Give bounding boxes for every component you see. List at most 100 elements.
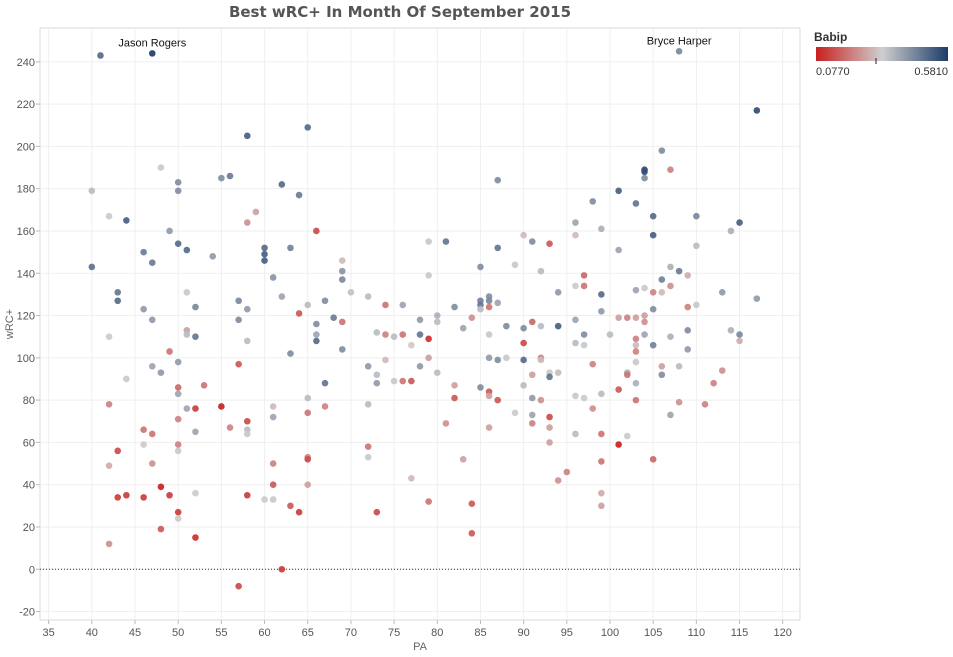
data-point [649, 212, 657, 220]
data-point [641, 174, 648, 182]
data-point [580, 331, 588, 338]
data-point [615, 246, 622, 254]
data-point [243, 132, 251, 140]
data-point [615, 187, 622, 195]
data-point [330, 314, 337, 321]
data-point [140, 441, 147, 448]
data-point [183, 288, 191, 296]
data-point [563, 468, 571, 476]
data-point [364, 401, 372, 408]
data-point [718, 367, 726, 374]
legend-title: Babip [814, 30, 847, 44]
data-point [304, 481, 312, 488]
data-point [88, 263, 96, 271]
data-point [520, 382, 527, 389]
y-tick-label: 180 [17, 184, 35, 196]
data-point [123, 217, 130, 224]
data-point [373, 329, 381, 336]
data-point [598, 458, 605, 465]
data-point [494, 356, 502, 364]
data-point [88, 187, 96, 195]
data-point [416, 316, 424, 324]
data-point [338, 257, 346, 264]
data-point [693, 212, 700, 220]
data-point [442, 238, 450, 245]
data-point [632, 396, 640, 404]
data-point [105, 401, 113, 408]
color-legend: Babip 0.0770 0.5810 [814, 30, 948, 78]
data-point [269, 413, 277, 421]
data-point [649, 231, 657, 239]
y-tick-label: 140 [17, 268, 35, 280]
data-point [632, 314, 640, 321]
data-point [174, 441, 182, 448]
data-point [693, 301, 700, 309]
data-point [105, 540, 113, 548]
data-point [641, 331, 648, 338]
data-point [114, 447, 122, 455]
x-tick-label: 105 [644, 627, 662, 639]
x-tick-label: 90 [518, 627, 530, 639]
data-point [554, 477, 562, 484]
data-point [684, 346, 692, 353]
y-tick-label: 200 [17, 141, 35, 153]
x-tick-label: 45 [129, 627, 141, 639]
data-point [235, 316, 242, 324]
data-point [140, 248, 147, 256]
data-point [174, 508, 182, 516]
gridlines [40, 28, 800, 620]
legend-min-label: 0.0770 [816, 66, 850, 78]
x-tick-label: 115 [731, 627, 749, 639]
data-point [485, 392, 493, 400]
data-point [727, 327, 735, 334]
data-point [123, 491, 130, 499]
plot-area: Jason Rogers Bryce Harper [39, 27, 801, 621]
data-point [667, 263, 674, 271]
y-tick-label: 60 [23, 437, 35, 449]
data-point [468, 500, 476, 508]
point-annotation: Bryce Harper [647, 35, 712, 47]
data-point [157, 483, 165, 491]
data-point [338, 267, 346, 275]
data-point [649, 305, 657, 313]
data-point [520, 231, 527, 239]
data-point [718, 288, 726, 296]
x-tick-label: 75 [388, 627, 400, 639]
plot-background [39, 27, 801, 621]
data-point [269, 481, 277, 488]
data-point [598, 308, 605, 315]
data-point [554, 369, 562, 376]
data-point [174, 187, 182, 195]
data-point [598, 225, 605, 233]
data-point [295, 191, 303, 199]
x-tick-label: 110 [688, 627, 706, 639]
data-point [261, 250, 268, 258]
data-point [606, 331, 614, 338]
data-point [278, 181, 286, 188]
data-point [278, 565, 286, 573]
data-point [537, 356, 545, 364]
x-tick-label: 70 [345, 627, 357, 639]
data-point [494, 244, 502, 252]
data-point [580, 394, 588, 402]
data-point [243, 491, 251, 499]
data-point [658, 276, 666, 283]
data-point [218, 174, 225, 182]
data-point [520, 339, 527, 347]
data-point [364, 293, 372, 300]
data-point [243, 305, 251, 313]
data-point [589, 405, 597, 412]
data-point [433, 369, 441, 376]
legend-max-label: 0.5810 [914, 66, 948, 78]
data-point [477, 305, 484, 313]
data-point [572, 392, 579, 400]
x-tick-label: 100 [601, 627, 619, 639]
data-point [503, 354, 510, 362]
data-point [200, 382, 208, 389]
data-point [641, 168, 648, 176]
data-point [477, 384, 484, 391]
data-point [114, 288, 122, 296]
data-point [338, 276, 346, 283]
data-point [304, 409, 312, 417]
data-point [261, 496, 268, 503]
